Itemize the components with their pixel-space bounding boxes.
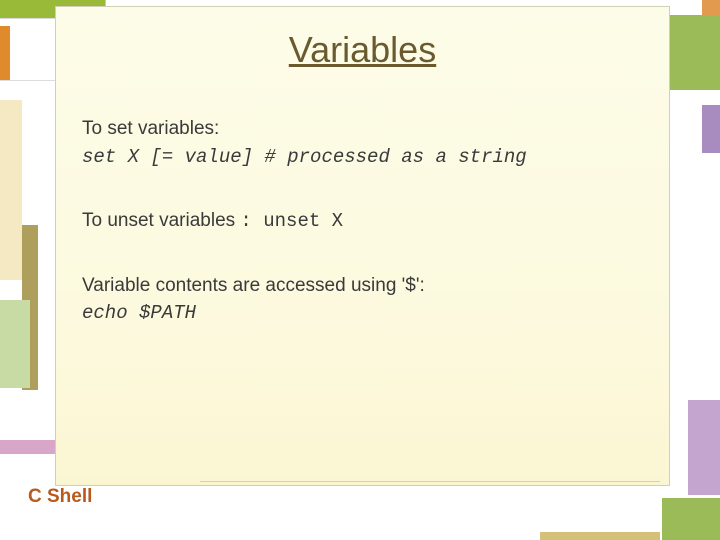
deco-block: [670, 15, 720, 90]
block-label-sep: :: [240, 210, 263, 232]
content-block-set: To set variables: set X [= value] # proc…: [82, 115, 643, 171]
block-label: Variable contents are accessed using '$'…: [82, 272, 643, 300]
deco-block: [702, 105, 720, 153]
block-code: echo $PATH: [82, 302, 196, 324]
content-block-unset: To unset variables : unset X: [82, 207, 643, 236]
deco-block: [662, 498, 720, 540]
deco-block: [688, 400, 720, 495]
block-code: set X [= value] # processed as a string: [82, 146, 527, 168]
deco-block: [540, 532, 660, 540]
slide-footer: C Shell: [28, 486, 92, 508]
footer-divider: [200, 481, 660, 482]
block-inline-code: unset X: [263, 210, 343, 232]
deco-line: [0, 18, 55, 19]
block-label: To set variables:: [82, 115, 643, 143]
deco-block: [702, 0, 720, 16]
deco-line: [0, 80, 55, 81]
block-label-prefix: To unset variables: [82, 210, 240, 231]
slide-panel: Variables To set variables: set X [= val…: [55, 6, 670, 486]
deco-block: [0, 26, 10, 80]
deco-block: [0, 300, 30, 388]
content-block-access: Variable contents are accessed using '$'…: [82, 272, 643, 328]
deco-block: [0, 100, 22, 280]
slide-title: Variables: [82, 29, 643, 71]
